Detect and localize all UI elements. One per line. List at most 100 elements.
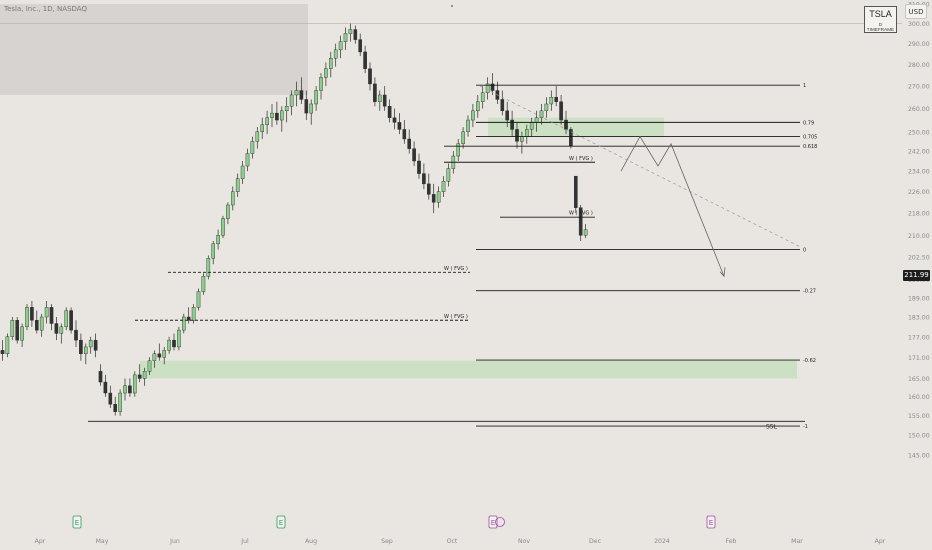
fib-level-label: 0.618 <box>803 144 817 150</box>
price-tick: 155.00 <box>908 413 930 420</box>
candle-up <box>343 33 348 42</box>
candle-down <box>490 83 495 91</box>
candle-down <box>49 307 54 324</box>
candle-up <box>206 258 211 277</box>
price-tick: 171.00 <box>908 355 930 362</box>
candle-up <box>64 310 68 328</box>
fvg-zone-upper <box>488 117 664 137</box>
earnings-badge <box>488 515 498 529</box>
overlays-layer: 1 0.79 0.705 0.618 0 -0.27 -0.62 -1 W ( FVG ) W (… <box>72 5 817 529</box>
candle-up <box>329 58 333 69</box>
earnings-label: E <box>279 519 283 527</box>
candle-down <box>373 83 377 102</box>
candle-down <box>422 173 426 185</box>
candle-up <box>436 191 441 203</box>
time-tick: May <box>96 538 109 545</box>
candles-layer <box>0 23 588 416</box>
candle-up <box>5 336 10 355</box>
timeframe-label: D TIMEFRAME <box>866 22 895 32</box>
time-tick: 2024 <box>654 538 670 545</box>
candle-up <box>294 90 299 96</box>
time-tick: Jun <box>169 538 180 545</box>
candle-down <box>30 307 34 321</box>
time-tick: Aug <box>305 538 317 545</box>
price-tick: 210.00 <box>908 233 930 240</box>
candle-up <box>348 29 353 34</box>
candle-up <box>201 276 206 292</box>
candle-down <box>431 194 436 203</box>
candle-down <box>397 122 402 130</box>
fib-level-label: -0.27 <box>803 289 816 295</box>
candle-up <box>539 110 544 118</box>
price-tick: 270.00 <box>908 84 930 91</box>
candle-down <box>363 51 367 69</box>
candle-down <box>427 183 431 195</box>
candle-down <box>387 106 392 118</box>
candle-up <box>549 97 554 105</box>
candle-up <box>333 49 338 59</box>
candle-down <box>412 148 416 162</box>
fib-level-label: 1 <box>803 83 806 89</box>
candle-down <box>417 160 421 174</box>
time-tick: Jul <box>240 538 249 545</box>
candle-up <box>162 350 167 358</box>
candle-up <box>44 307 49 318</box>
candle-up <box>265 117 269 125</box>
fib-level-label: 0.705 <box>803 135 817 141</box>
candle-down <box>93 339 98 351</box>
time-tick: Apr <box>875 538 886 545</box>
ticker-symbol: TSLA <box>869 9 892 19</box>
price-tick: 226.00 <box>908 189 930 196</box>
candle-down <box>15 320 20 341</box>
candle-up <box>181 316 186 331</box>
candle-down <box>137 374 142 379</box>
price-tick: 183.00 <box>908 315 930 322</box>
candle-up <box>544 103 549 112</box>
candle-down <box>368 68 372 85</box>
candle-down <box>353 29 358 40</box>
earnings-label: E <box>75 519 79 527</box>
candle-down <box>128 385 132 394</box>
earnings-marker: E <box>488 515 498 529</box>
fvg-label: W ( FVG ) <box>444 266 468 272</box>
candle-up <box>118 392 122 412</box>
dividend-icon <box>495 517 505 527</box>
candle-down <box>172 339 176 348</box>
candle-down <box>98 371 103 383</box>
price-tick: 242.00 <box>908 149 930 156</box>
candle-up <box>309 103 314 114</box>
price-tick: 202.50 <box>908 254 930 261</box>
earnings-label: E <box>491 519 495 527</box>
candle-up <box>324 68 328 78</box>
earnings-marker: E <box>276 515 286 529</box>
top-marker <box>451 5 453 7</box>
candle-up <box>461 131 465 144</box>
candle-up <box>167 339 171 351</box>
price-axis[interactable]: 310.00300.00290.00280.00270.00260.00250.… <box>908 2 930 460</box>
currency-button[interactable]: USD <box>905 4 927 19</box>
time-tick: Apr <box>35 538 46 545</box>
price-tick: 177.00 <box>908 334 930 341</box>
candle-up <box>230 191 235 206</box>
candle-down <box>510 119 514 130</box>
time-tick: Feb <box>726 538 737 545</box>
candle-up <box>211 243 216 259</box>
candle-up <box>476 101 480 112</box>
candle-up <box>216 235 220 245</box>
candle-up <box>147 360 152 372</box>
candle-up <box>314 90 318 105</box>
candle-up <box>88 339 93 348</box>
candle-up <box>525 129 529 137</box>
time-tick: Oct <box>447 538 458 545</box>
candle-down <box>35 320 39 331</box>
candle-up <box>191 307 196 321</box>
candle-up <box>59 326 64 334</box>
price-tick: 260.00 <box>908 106 930 113</box>
ticker-box: TSLA D TIMEFRAME <box>864 6 897 33</box>
candle-down <box>358 39 363 53</box>
fvg-label: W ( FVG ) <box>569 211 593 217</box>
time-axis[interactable]: Apr May Jun Jul Aug Sep Oct Nov Dec 2024 Feb Mar Apr <box>35 538 886 545</box>
candle-up <box>132 374 137 394</box>
candle-up <box>152 353 157 361</box>
